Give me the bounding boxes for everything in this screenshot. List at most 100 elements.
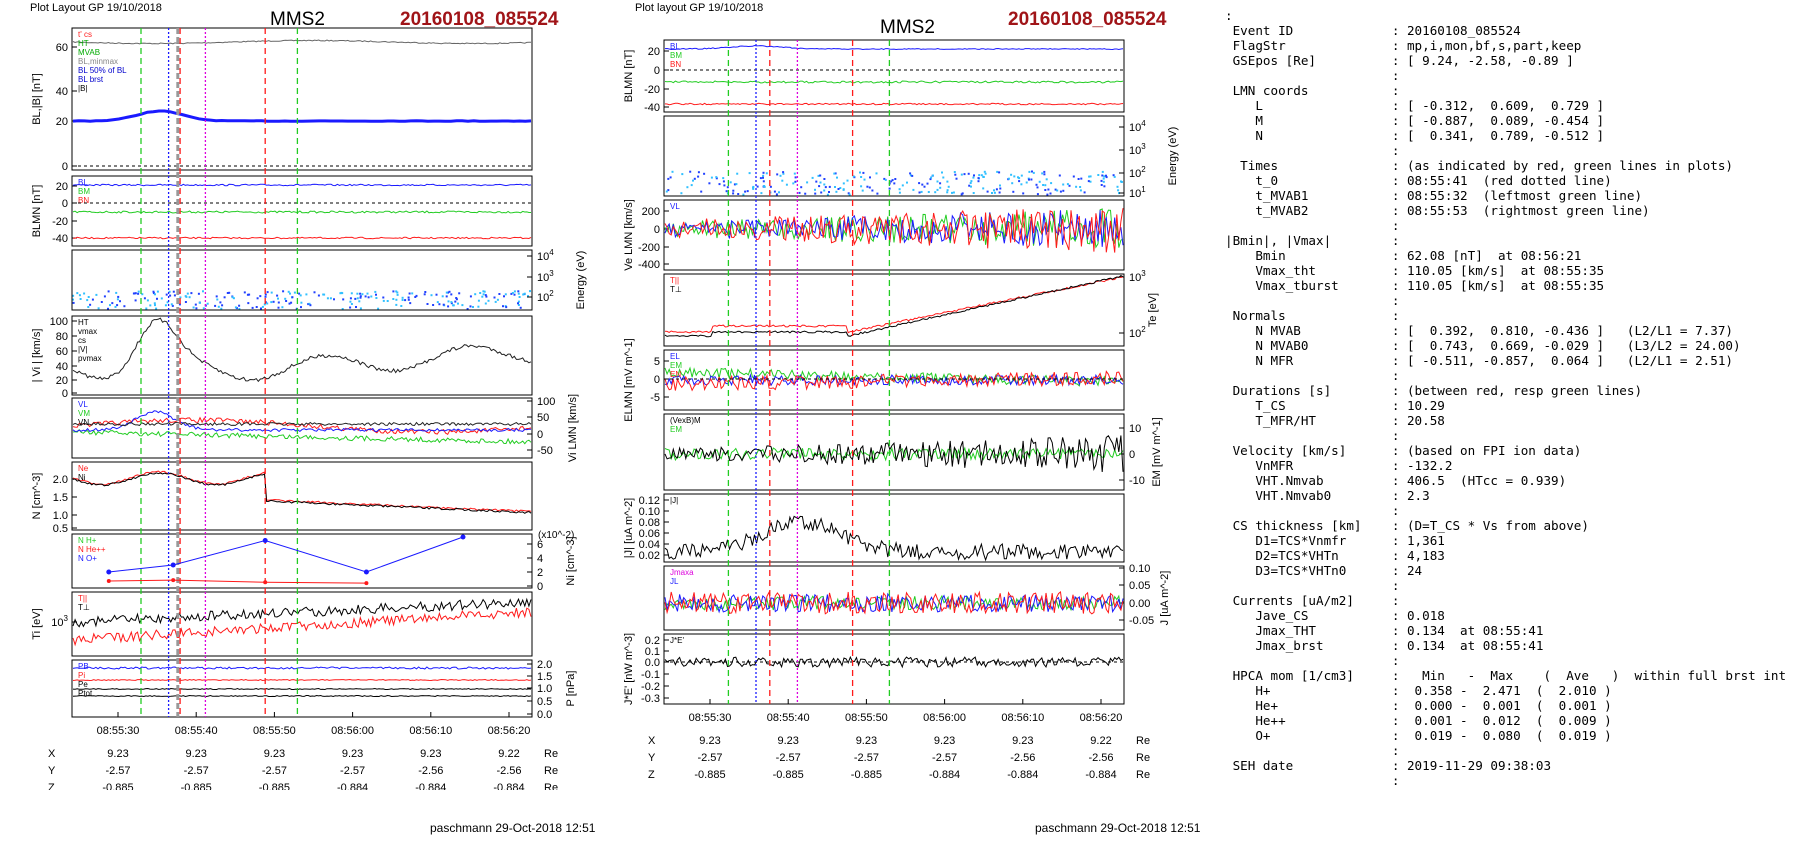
- left-ytick-label: 40: [56, 86, 68, 98]
- mid-ylabel: BLMN [nT]: [623, 50, 635, 103]
- mid-spec-speck: [1079, 186, 1082, 188]
- info-key: Jave_CS: [1225, 608, 1392, 623]
- left-spec-speck: [164, 304, 167, 307]
- left-pos-z: Z: [48, 782, 55, 790]
- left-spec-speck: [350, 303, 353, 305]
- left-spec-speck: [217, 305, 220, 308]
- left-series-label: BN: [78, 196, 89, 205]
- left-spec-speck: [291, 296, 294, 299]
- mid-spec-speck: [665, 190, 668, 193]
- left-spec-speck: [374, 290, 377, 293]
- mid-series-label: EM: [670, 361, 682, 370]
- info-key: Durations [s]: [1225, 383, 1392, 398]
- left-series-line: [72, 410, 532, 433]
- mid-ytick-label: 10: [1129, 423, 1141, 435]
- mid-spec-speck: [953, 171, 956, 173]
- left-series-label: MVAB: [78, 48, 100, 57]
- mid-series-label: T||: [670, 276, 679, 285]
- left-spec-speck: [145, 307, 148, 310]
- left-spec-speck: [231, 296, 234, 299]
- left-panel-frame: [71, 249, 533, 311]
- mid-spec-speck: [1072, 175, 1075, 178]
- left-spec-speck: [483, 290, 486, 293]
- mid-spec-speck: [977, 177, 980, 180]
- left-spec-speck: [423, 293, 426, 296]
- mid-spec-speck: [1018, 177, 1021, 180]
- left-spec-speck: [438, 303, 441, 306]
- left-pos-value: -0.884: [337, 782, 368, 790]
- info-value: :: [1391, 143, 1400, 158]
- info-row: SEH date : 2019-11-29 09:38:03: [1225, 758, 1786, 773]
- mid-spec-speck: [820, 191, 823, 194]
- left-pos-value: -0.885: [102, 782, 133, 790]
- mid-spec-speck: [1120, 180, 1122, 183]
- mid-spec-speck: [939, 182, 942, 185]
- mid-ytick-label: 0.2: [645, 635, 660, 647]
- left-ytick-label: 103: [51, 614, 68, 629]
- mid-spec-speck: [811, 176, 814, 179]
- info-row: Jave_CS : 0.018: [1225, 608, 1786, 623]
- left-spec-speck: [221, 304, 224, 307]
- left-spec-speck: [72, 298, 74, 301]
- mid-spec-speck: [826, 193, 829, 196]
- left-spec-speck: [114, 305, 117, 308]
- mid-ytick-label: 102: [1129, 165, 1146, 180]
- mid-spec-speck: [866, 185, 869, 188]
- mid-xtick-label: 08:56:10: [1001, 712, 1044, 724]
- left-spec-speck: [154, 304, 156, 307]
- left-spec-speck: [259, 295, 262, 298]
- left-spec-speck: [401, 299, 404, 301]
- mid-ytick-label: 0: [654, 374, 660, 386]
- left-ytick-label: 103: [537, 269, 554, 284]
- mid-spec-speck: [1043, 173, 1046, 176]
- left-series-label: Pi: [78, 671, 85, 680]
- mid-ytick-label: -0.1: [641, 669, 660, 681]
- left-spec-speck: [370, 295, 373, 298]
- left-spec-speck: [300, 306, 302, 309]
- info-row: Currents [uA/m2] :: [1225, 593, 1786, 608]
- mid-spec-speck: [996, 170, 999, 173]
- mid-spec-speck: [735, 183, 738, 186]
- left-ytick-label: 0: [537, 581, 543, 593]
- mid-spec-speck: [752, 187, 755, 190]
- left-ytick-label: 4: [537, 553, 543, 565]
- info-row: He+ : 0.000 - 0.001 ( 0.001 ): [1225, 698, 1786, 713]
- mid-spec-speck: [852, 175, 855, 178]
- left-spec-speck: [197, 292, 200, 295]
- info-row: VnMFR : -132.2: [1225, 458, 1786, 473]
- info-key: T_CS: [1225, 398, 1392, 413]
- info-key: [1225, 293, 1392, 308]
- left-spec-speck: [498, 293, 501, 295]
- mid-series-line: [664, 208, 1124, 249]
- mid-spec-speck: [1041, 172, 1044, 175]
- left-spec-speck: [107, 290, 110, 293]
- info-value: : 62.08 [nT] at 08:56:21: [1391, 248, 1582, 263]
- mid-pos-value: 9.23: [1012, 735, 1033, 747]
- mid-spec-speck: [710, 176, 713, 179]
- info-value: : 08:55:32 (leftmost green line): [1391, 188, 1643, 203]
- middle-event-id: 20160108_085524: [1008, 9, 1167, 30]
- mid-spec-speck: [1038, 180, 1041, 183]
- left-spec-speck: [356, 297, 359, 300]
- mid-series-label: Jmaxa: [670, 568, 694, 577]
- left-spec-speck: [511, 292, 514, 294]
- mid-spec-speck: [972, 176, 975, 179]
- info-value: : 1,361: [1391, 533, 1445, 548]
- mid-spec-speck: [951, 191, 953, 194]
- left-pos-unit: Re: [544, 765, 558, 777]
- middle-title: MMS2: [880, 17, 935, 38]
- mid-spec-speck: [835, 190, 838, 193]
- left-spec-speck: [216, 298, 219, 301]
- left-spec-speck: [168, 290, 171, 293]
- left-ylabel: Ti [eV]: [31, 608, 43, 639]
- left-ytick-label: 1.0: [53, 510, 68, 522]
- mid-ytick-label: -0.05: [1129, 615, 1154, 627]
- left-pos-value: -2.57: [184, 765, 209, 777]
- mid-spec-speck: [947, 185, 950, 188]
- left-spec-speck: [266, 291, 269, 294]
- mid-spec-speck: [860, 185, 863, 188]
- left-series-line: [72, 607, 532, 647]
- left-spec-speck: [300, 301, 303, 304]
- left-pos-value: -0.884: [493, 782, 524, 790]
- mid-spec-speck: [1058, 174, 1061, 177]
